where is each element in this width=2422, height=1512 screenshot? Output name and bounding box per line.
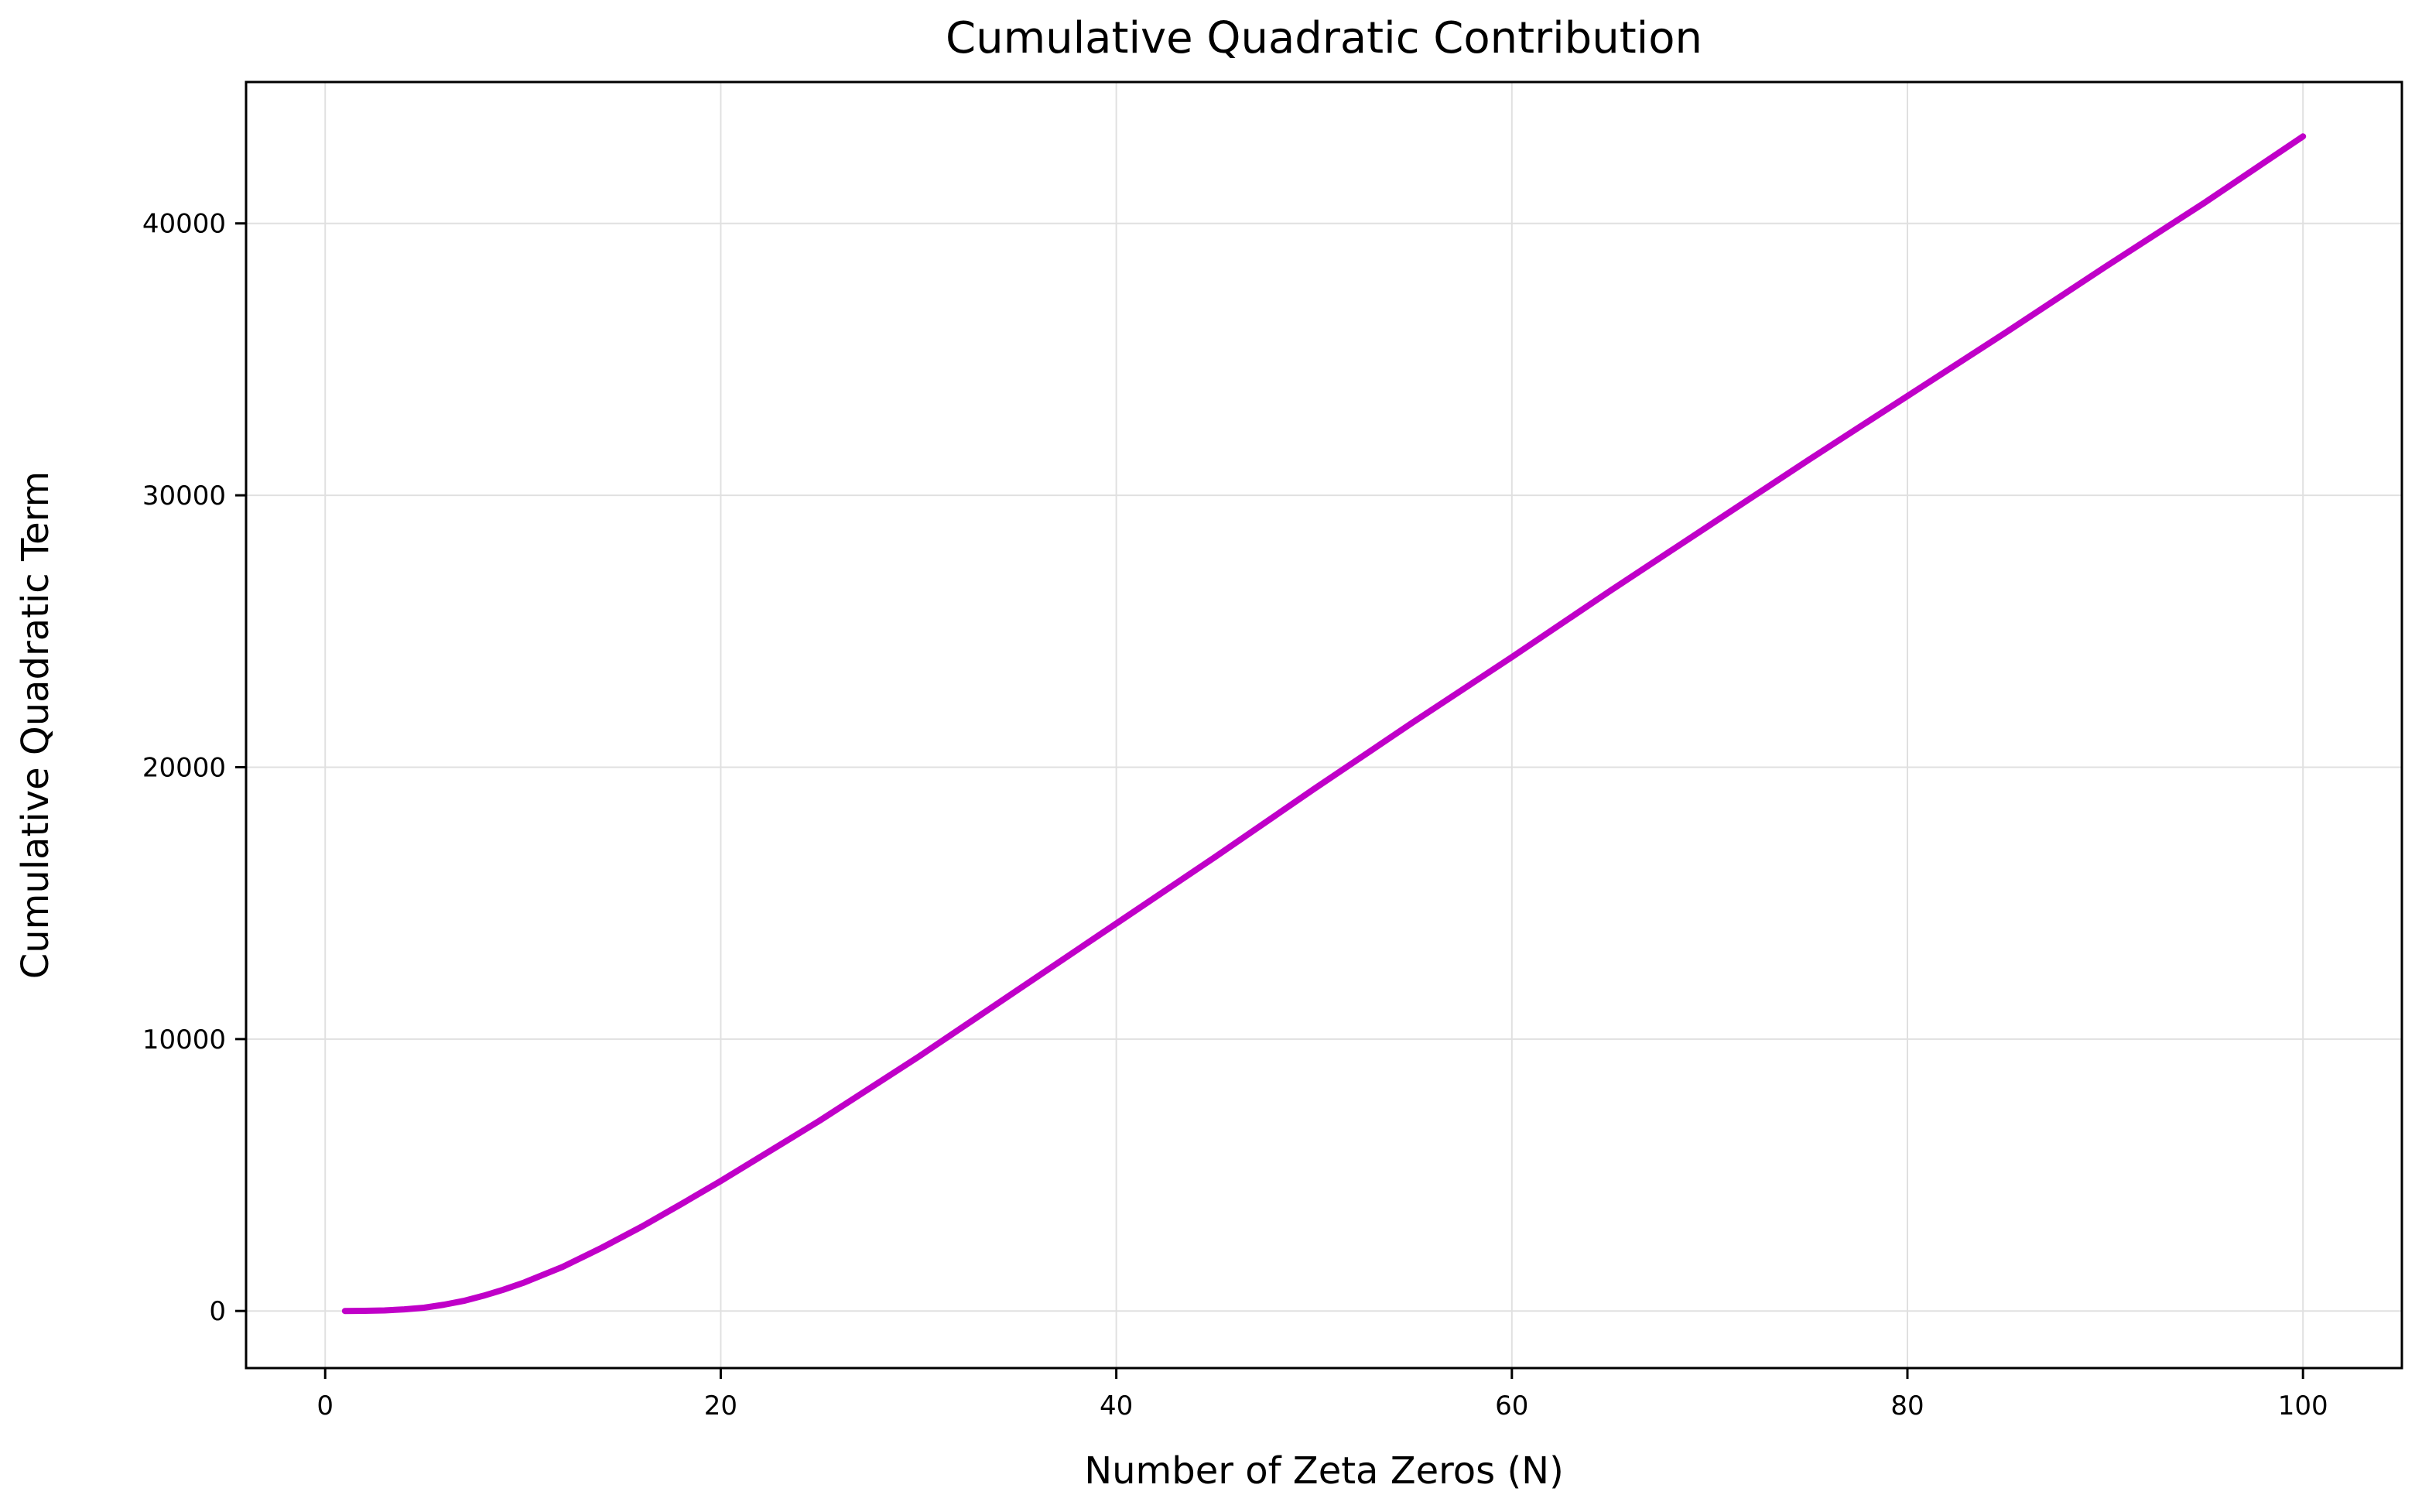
y-axis-label: Cumulative Quadratic Term: [14, 471, 57, 980]
series-line: [341, 133, 2307, 1315]
y-tick-label: 40000: [142, 209, 226, 240]
x-tick-label: 20: [704, 1391, 737, 1421]
y-tick-label: 0: [209, 1296, 226, 1327]
y-tick-label: 20000: [142, 752, 226, 783]
x-tick-label: 100: [2278, 1391, 2328, 1421]
x-axis-label: Number of Zeta Zeros (N): [1084, 1449, 1564, 1493]
plot-frame: [245, 80, 2403, 1370]
x-tick-label: 80: [1890, 1391, 1924, 1421]
x-tick-label: 40: [1100, 1391, 1133, 1421]
grid-lines: [246, 82, 2402, 1368]
x-tick-label: 60: [1495, 1391, 1528, 1421]
x-tick-label: 0: [316, 1391, 334, 1421]
chart-title: Cumulative Quadratic Contribution: [946, 13, 1702, 63]
y-tick-label: 10000: [142, 1025, 226, 1055]
y-tick-label: 30000: [142, 481, 226, 511]
axis-ticks: 0 20 40 60 80 100 0 10000 20000 30000 40000: [142, 209, 2328, 1421]
series-layer: [341, 133, 2307, 1315]
